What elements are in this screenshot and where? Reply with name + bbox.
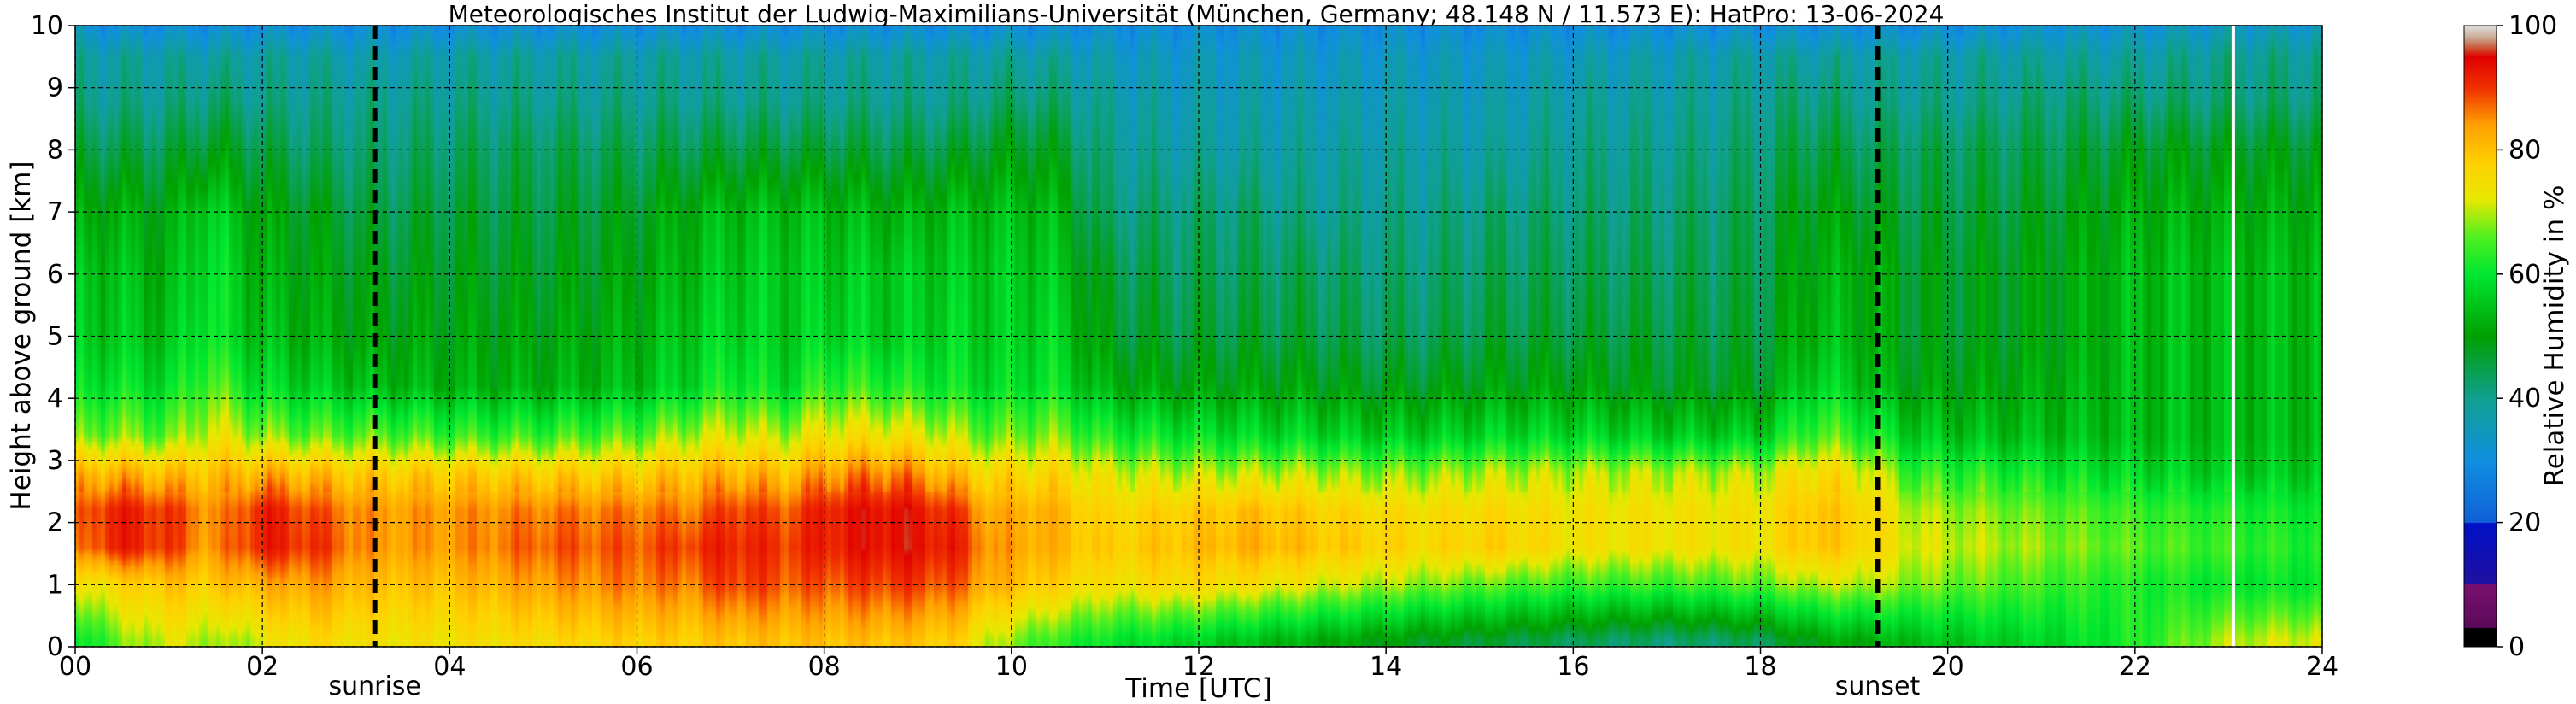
y-tick-label: 0 xyxy=(47,632,63,662)
x-tick-label: 14 xyxy=(1370,652,1402,682)
y-tick-label: 8 xyxy=(47,135,63,165)
y-tick-label: 2 xyxy=(47,508,63,538)
y-axis-label: Height above ground [km] xyxy=(6,161,37,510)
sunrise-label: sunrise xyxy=(328,672,420,701)
x-tick-label: 00 xyxy=(59,652,91,682)
x-tick-label: 24 xyxy=(2306,652,2338,682)
x-tick-label: 08 xyxy=(808,652,841,682)
sun-lines xyxy=(372,26,1881,647)
x-tick-label: 02 xyxy=(246,652,279,682)
y-tick-label: 9 xyxy=(47,73,63,103)
x-tick-label: 20 xyxy=(1932,652,1964,682)
y-tick-label: 7 xyxy=(47,197,63,227)
x-tick-label: 06 xyxy=(620,652,653,682)
colorbar-label: Relative Humidity in % xyxy=(2539,185,2570,487)
y-axis-ticks: 0 1 2 3 4 5 6 7 8 9 10 xyxy=(31,11,75,662)
colorbar-gradient xyxy=(2464,26,2497,647)
sunset-label: sunset xyxy=(1835,672,1921,701)
x-tick-label: 04 xyxy=(433,652,466,682)
chart-title: Meteorologisches Institut der Ludwig-Max… xyxy=(449,0,1945,28)
y-tick-label: 6 xyxy=(47,260,63,290)
y-tick-label: 10 xyxy=(31,11,63,41)
colorbar-frame xyxy=(2463,25,2497,648)
y-tick-label: 4 xyxy=(47,384,63,414)
y-tick-label: 1 xyxy=(47,570,63,600)
colorbar-ticks: 0 20 40 60 80 100 xyxy=(2497,11,2557,662)
y-tick-label: 3 xyxy=(47,446,63,476)
x-tick-label: 12 xyxy=(1182,652,1215,682)
y-tick-label: 5 xyxy=(47,322,63,352)
colorbar-tick-label: 60 xyxy=(2509,260,2541,290)
colorbar-tick-label: 20 xyxy=(2509,508,2541,538)
colorbar-tick-label: 40 xyxy=(2509,384,2541,414)
plot-area xyxy=(74,25,2323,648)
x-tick-label: 22 xyxy=(2119,652,2151,682)
colorbar-tick-label: 100 xyxy=(2509,11,2557,41)
colorbar-tick-label: 0 xyxy=(2509,632,2525,662)
annotations: sunrise sunset xyxy=(328,672,1920,701)
colorbar-tick-label: 80 xyxy=(2509,135,2541,165)
x-axis-ticks: 00 02 04 06 08 10 12 14 16 18 20 22 24 xyxy=(59,647,2338,682)
colorbar: 0 20 40 60 80 100 Relative Humidity in % xyxy=(2463,11,2570,662)
x-tick-label: 18 xyxy=(1744,652,1776,682)
x-tick-label: 16 xyxy=(1557,652,1589,682)
x-tick-label: 10 xyxy=(995,652,1028,682)
x-axis-label: Time [UTC] xyxy=(1124,673,1271,704)
